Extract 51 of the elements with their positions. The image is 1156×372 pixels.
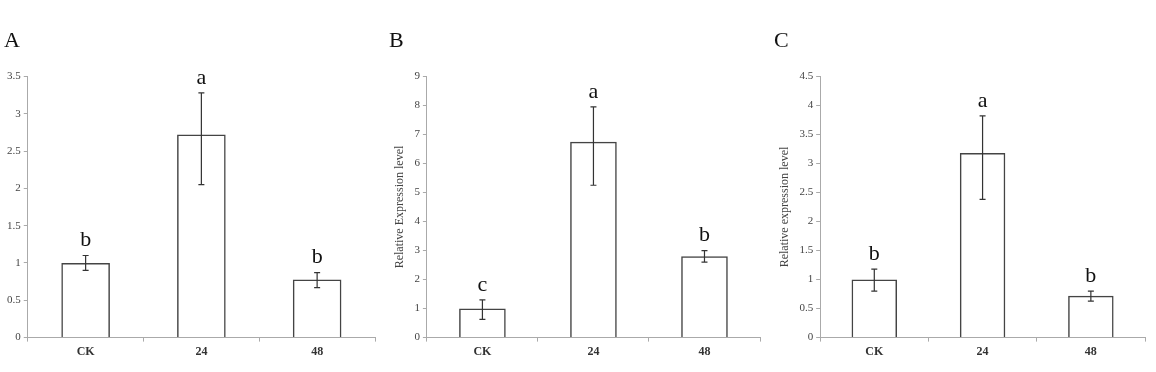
- y-tick-label: 0: [15, 330, 22, 343]
- annotation: b: [80, 226, 92, 252]
- x-tick-label: CK: [76, 343, 96, 358]
- y-tick-label: 4: [414, 214, 421, 227]
- y-tick-label: 1: [807, 272, 814, 285]
- y-tick-label: 1: [15, 255, 21, 268]
- y-tick-label: 2: [15, 181, 21, 194]
- x-tick-label: CK: [473, 343, 493, 358]
- x-tick-label: 48: [1084, 343, 1097, 358]
- y-tick-label: 1.5: [7, 218, 22, 231]
- y-tick-label: 3.5: [7, 69, 22, 82]
- annotation: b: [311, 243, 323, 269]
- annotation: b: [868, 239, 880, 265]
- chart-title: C: [774, 26, 789, 52]
- x-tick-label: 24: [976, 343, 989, 358]
- y-tick-label: 2.5: [799, 185, 814, 198]
- y-tick-label: 8: [414, 98, 421, 111]
- y-tick-label: 3: [15, 106, 22, 119]
- y-tick-label: 0.5: [799, 301, 814, 314]
- y-tick-label: 0: [414, 330, 421, 343]
- y-tick-label: 7: [414, 127, 421, 140]
- annotation: a: [588, 77, 599, 103]
- y-tick-label: 3.5: [799, 127, 814, 140]
- y-tick-label: 0: [807, 330, 814, 343]
- y-tick-label: 5: [414, 185, 421, 198]
- annotation: b: [1085, 261, 1097, 287]
- y-tick-label: 1: [414, 301, 420, 314]
- y-tick-label: 2.5: [7, 143, 22, 156]
- y-tick-label: 6: [414, 156, 421, 169]
- x-tick-label: CK: [865, 343, 884, 358]
- y-tick-label: 3: [807, 156, 814, 169]
- y-tick-label: 2: [414, 272, 420, 285]
- y-tick-label: 4.5: [799, 69, 814, 82]
- y-axis-title: Relative Expression level: [392, 145, 407, 269]
- annotation: a: [196, 63, 207, 89]
- x-tick-label: 48: [698, 343, 711, 358]
- x-tick-label: 48: [311, 343, 324, 358]
- y-tick-label: 9: [414, 69, 421, 82]
- annotation: a: [977, 86, 988, 112]
- x-tick-label: 24: [195, 343, 208, 358]
- annotation: b: [698, 221, 710, 247]
- y-tick-label: 0.5: [7, 293, 22, 306]
- chart-title: B: [389, 26, 404, 52]
- y-tick-label: 4: [807, 98, 814, 111]
- y-tick-label: 1.5: [799, 243, 814, 256]
- chart-title: A: [4, 26, 20, 52]
- annotation: c: [477, 270, 488, 296]
- y-tick-label: 2: [807, 214, 814, 227]
- x-tick-label: 24: [587, 343, 600, 358]
- y-axis-title: Relative expression level: [777, 146, 792, 268]
- y-tick-label: 3: [414, 243, 421, 256]
